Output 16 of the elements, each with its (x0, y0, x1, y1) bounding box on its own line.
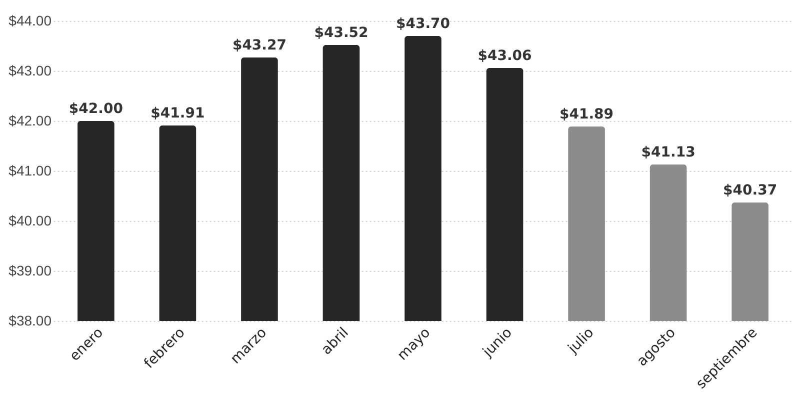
data-label: $43.06 (478, 48, 532, 64)
y-tick-label: $44.00 (8, 12, 52, 28)
data-label: $43.27 (232, 38, 286, 54)
y-tick-label: $40.00 (8, 212, 52, 228)
y-tick-label: $42.00 (8, 112, 52, 128)
data-label: $43.70 (396, 16, 450, 32)
data-label: $41.91 (150, 106, 205, 122)
y-tick-label: $39.00 (8, 262, 52, 278)
data-label: $43.52 (314, 25, 368, 41)
data-label: $42.00 (68, 101, 124, 117)
data-label: $41.89 (560, 106, 614, 122)
data-label: $40.37 (723, 182, 778, 198)
y-tick-label: $43.00 (8, 62, 52, 78)
data-label: $41.13 (641, 144, 696, 160)
y-tick-label: $41.00 (8, 162, 52, 178)
y-tick-label: $38.00 (8, 312, 52, 328)
